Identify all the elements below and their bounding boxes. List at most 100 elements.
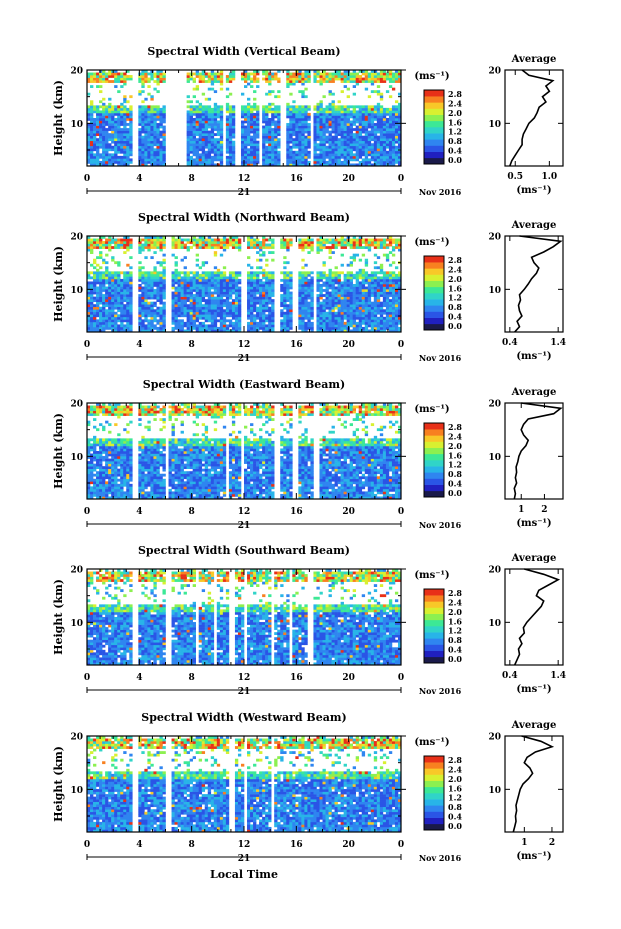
heatmap-cell: [93, 105, 97, 109]
heatmap-cell: [325, 153, 329, 157]
heatmap-cell: [162, 294, 166, 297]
heatmap-cell: [147, 135, 151, 139]
heatmap-cell: [201, 158, 206, 162]
heatmap-cell: [349, 319, 353, 323]
heatmap-cell: [207, 158, 212, 162]
heatmap-cell: [102, 309, 106, 313]
heatmap-cell: [186, 75, 190, 78]
heatmap-cell: [93, 321, 97, 325]
heatmap-cell: [394, 153, 399, 157]
heatmap-cell: [250, 296, 254, 300]
heatmap-cell: [222, 278, 227, 282]
heatmap-cell: [99, 316, 103, 320]
heatmap-cell: [210, 115, 215, 119]
heatmap-cell: [367, 150, 372, 154]
heatmap-cell: [192, 281, 196, 285]
heatmap-cell: [144, 150, 148, 154]
heatmap-cell: [385, 145, 390, 149]
heatmap-cell: [120, 316, 124, 320]
heatmap-cell: [204, 294, 209, 297]
heatmap-cell: [180, 329, 184, 333]
heatmap-cell: [204, 306, 209, 310]
heatmap-cell: [253, 299, 257, 302]
beam-panel-1: Spectral Width (Northward Beam)1020Heigh…: [52, 211, 566, 364]
heatmap-cell: [123, 291, 127, 295]
heatmap-cell: [90, 107, 94, 111]
heatmap-cell: [225, 243, 230, 247]
heatmap-cell: [328, 294, 332, 297]
heatmap-cell: [259, 278, 263, 282]
heatmap-cell: [334, 314, 338, 318]
heatmap-cell: [334, 296, 338, 300]
heatmap-cell: [120, 301, 124, 305]
heatmap-cell: [234, 329, 239, 333]
heatmap-cell: [180, 258, 184, 262]
heatmap-cell: [247, 75, 251, 78]
heatmap-cell: [144, 243, 148, 247]
heatmap-cell: [256, 115, 260, 119]
heatmap-cell: [201, 284, 206, 287]
heatmap-cell: [93, 135, 97, 139]
heatmap-cell: [108, 324, 112, 328]
heatmap-cell: [337, 326, 341, 330]
heatmap-cell: [325, 324, 329, 328]
heatmap-cell: [391, 112, 396, 116]
heatmap-cell: [307, 130, 311, 134]
heatmap-cell: [355, 238, 360, 242]
heatmap-cell: [298, 238, 302, 242]
heatmap-cell: [105, 135, 109, 139]
heatmap-cell: [180, 289, 184, 292]
heatmap-cell: [367, 314, 372, 318]
heatmap-cell: [90, 271, 94, 275]
heatmap-cell: [340, 271, 344, 275]
heatmap-cell: [126, 294, 130, 297]
heatmap-cell: [250, 311, 254, 315]
heatmap-cell: [364, 246, 369, 249]
heatmap-cell: [93, 160, 97, 164]
heatmap-cell: [195, 153, 200, 157]
heatmap-cell: [250, 125, 254, 129]
heatmap-cell: [144, 118, 148, 121]
heatmap-cell: [225, 140, 230, 144]
heatmap-cell: [289, 82, 293, 86]
heatmap-cell: [180, 314, 184, 318]
heatmap-cell: [213, 324, 218, 328]
heatmap-cell: [231, 291, 236, 295]
heatmap-cell: [286, 102, 290, 106]
heatmap-cell: [126, 143, 130, 147]
heatmap-cell: [144, 314, 148, 318]
heatmap-cell: [117, 148, 121, 152]
heatmap-cell: [328, 271, 332, 275]
heatmap-cell: [313, 123, 317, 126]
heatmap-cell: [271, 273, 275, 277]
heatmap-cell: [316, 107, 320, 111]
heatmap-cell: [108, 107, 112, 111]
heatmap-cell: [117, 158, 121, 162]
heatmap-cell: [292, 72, 296, 76]
heatmap-cell: [117, 271, 121, 275]
heatmap-cell: [228, 309, 233, 313]
heatmap-cell: [358, 284, 363, 287]
heatmap-cell: [286, 155, 290, 159]
heatmap-cell: [274, 145, 278, 149]
heatmap-cell: [313, 105, 317, 109]
heatmap-cell: [87, 145, 91, 149]
heatmap-cell: [286, 125, 290, 129]
heatmap-cell: [256, 281, 260, 285]
heatmap-cell: [265, 155, 269, 159]
heatmap-cell: [376, 118, 381, 121]
heatmap-cell: [102, 77, 106, 81]
heatmap-cell: [225, 241, 230, 244]
heatmap-cell: [325, 72, 329, 76]
heatmap-cell: [259, 289, 263, 292]
heatmap-cell: [234, 273, 239, 277]
heatmap-cell: [322, 324, 326, 328]
heatmap-cell: [361, 289, 366, 292]
heatmap-cell: [159, 143, 163, 147]
heatmap-cell: [325, 299, 329, 302]
heatmap-cell: [225, 143, 230, 147]
heatmap-cell: [177, 286, 181, 290]
heatmap-cell: [286, 153, 290, 157]
heatmap-cell: [334, 160, 338, 164]
heatmap-cell: [102, 130, 106, 134]
